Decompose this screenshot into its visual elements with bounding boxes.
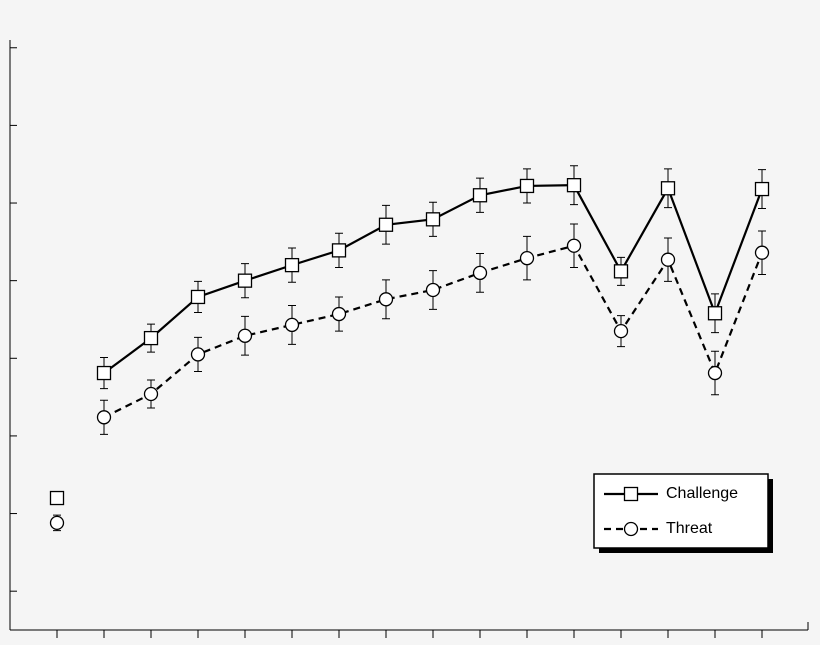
legend-marker bbox=[623, 486, 639, 502]
point bbox=[284, 317, 300, 333]
point bbox=[566, 178, 582, 193]
point bbox=[613, 264, 629, 279]
legend-label: Challenge bbox=[666, 485, 738, 502]
point bbox=[707, 306, 723, 321]
point bbox=[378, 292, 394, 307]
point bbox=[425, 282, 441, 298]
point bbox=[519, 178, 535, 194]
point bbox=[566, 238, 582, 253]
legend-label: Threat bbox=[666, 520, 713, 537]
point bbox=[143, 330, 159, 346]
point bbox=[660, 252, 676, 267]
point bbox=[660, 181, 676, 196]
point bbox=[754, 245, 770, 260]
point bbox=[754, 181, 770, 197]
point bbox=[190, 347, 206, 362]
point bbox=[331, 243, 347, 258]
point bbox=[331, 306, 347, 322]
legend-marker bbox=[623, 521, 639, 537]
point bbox=[284, 257, 300, 273]
point bbox=[96, 365, 112, 381]
point bbox=[613, 323, 629, 339]
point bbox=[237, 273, 253, 288]
legend bbox=[593, 473, 769, 549]
point bbox=[190, 289, 206, 305]
point bbox=[378, 217, 394, 232]
series-line bbox=[103, 244, 764, 419]
point bbox=[96, 410, 112, 425]
point bbox=[519, 250, 535, 266]
point bbox=[425, 212, 441, 227]
point bbox=[707, 365, 723, 381]
point bbox=[237, 328, 253, 343]
point bbox=[472, 188, 488, 203]
point bbox=[49, 515, 65, 531]
point bbox=[143, 386, 159, 402]
point bbox=[472, 265, 488, 281]
point bbox=[49, 490, 65, 506]
